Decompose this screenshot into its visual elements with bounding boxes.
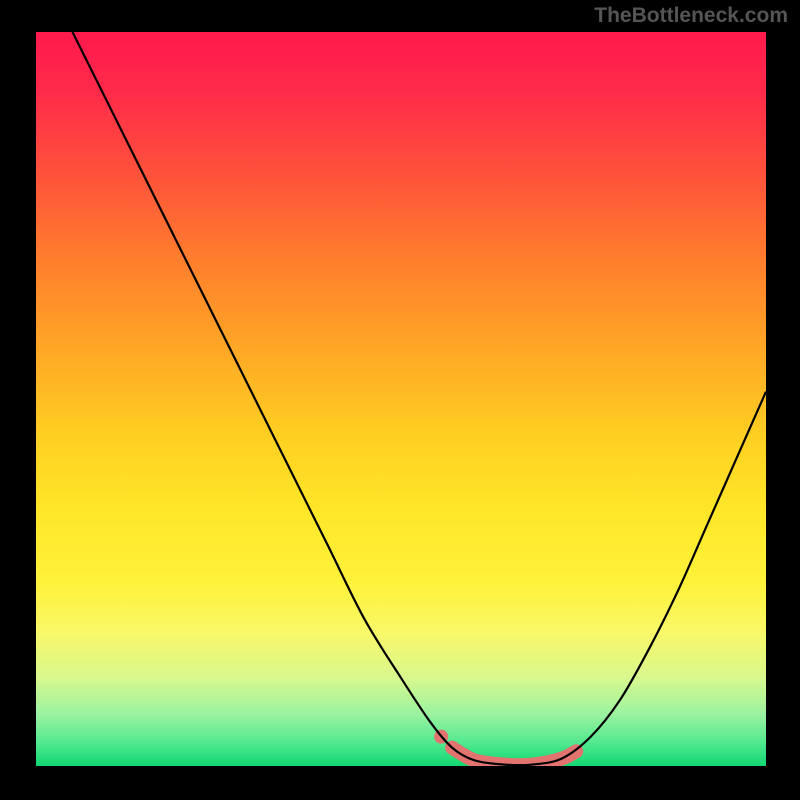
chart-plot-area: [36, 32, 766, 766]
chart-svg-layer: [36, 32, 766, 766]
highlight-band: [452, 748, 576, 766]
bottleneck-curve: [73, 32, 767, 765]
watermark-text: TheBottleneck.com: [594, 4, 788, 28]
